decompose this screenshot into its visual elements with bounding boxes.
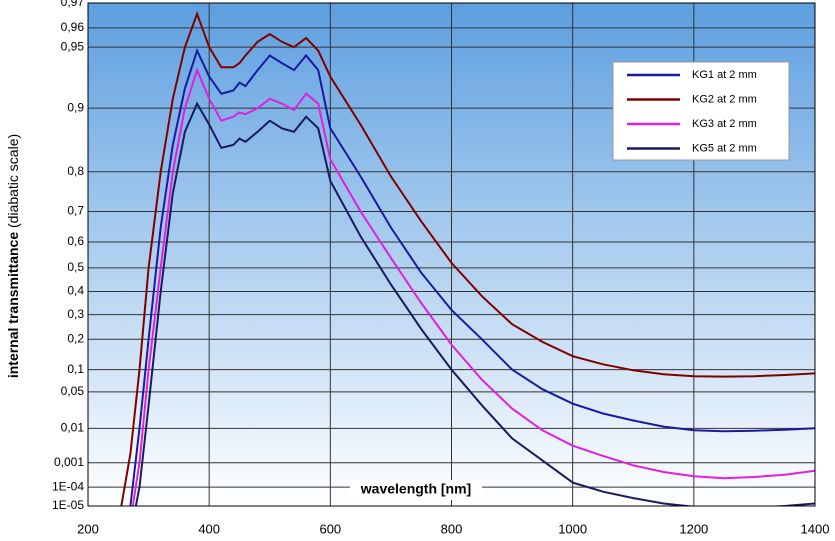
legend-label: KG2 at 2 mm [692, 93, 757, 105]
series-line [131, 67, 815, 506]
x-tick-label: 200 [77, 521, 99, 536]
y-tick-label: 0,01 [61, 421, 85, 435]
y-tick-label: 0,2 [67, 331, 84, 345]
y-tick-label: 0,05 [61, 384, 85, 398]
y-tick-label: 0,4 [67, 284, 84, 298]
series-line [120, 10, 815, 506]
y-tick-label: 0,9 [67, 100, 84, 114]
y-tick-label: 0,8 [67, 164, 84, 178]
y-tick-label: 0,7 [67, 204, 84, 218]
y-tick-label: 0,001 [54, 455, 84, 469]
y-tick-label: 0,5 [67, 260, 84, 274]
x-tick-label: 600 [319, 521, 341, 536]
y-tick-label: 0,97 [61, 0, 85, 9]
legend [612, 61, 790, 161]
legend-label: KG3 at 2 mm [692, 118, 757, 130]
y-label-note: (diabatic scale) [5, 134, 21, 228]
y-tick-label: 1E-05 [52, 498, 84, 512]
y-axis-label: internal transmittance (diabatic scale) [5, 134, 21, 378]
legend-label: KG1 at 2 mm [692, 69, 757, 81]
series-line [134, 101, 815, 506]
y-label-main: internal transmittance [5, 232, 21, 378]
x-tick-label: 1200 [679, 521, 708, 536]
y-tick-label: 0,6 [67, 234, 84, 248]
x-tick-label: 1400 [801, 521, 830, 536]
y-tick-label: 0,95 [61, 39, 85, 53]
legend-label: KG5 at 2 mm [692, 142, 757, 154]
series-line [129, 47, 815, 506]
x-axis-label: wavelength [nm] [360, 481, 471, 497]
x-label-bg [350, 480, 482, 500]
y-tick-label: 0,3 [67, 307, 84, 321]
y-tick-label: 1E-04 [52, 479, 84, 493]
y-tick-label: 0,1 [67, 362, 84, 376]
x-tick-label: 800 [441, 521, 463, 536]
x-tick-label: 400 [198, 521, 220, 536]
lines [120, 10, 815, 506]
y-tick-label: 0,96 [61, 20, 85, 34]
plot-border [87, 2, 816, 507]
x-tick-label: 1000 [558, 521, 587, 536]
